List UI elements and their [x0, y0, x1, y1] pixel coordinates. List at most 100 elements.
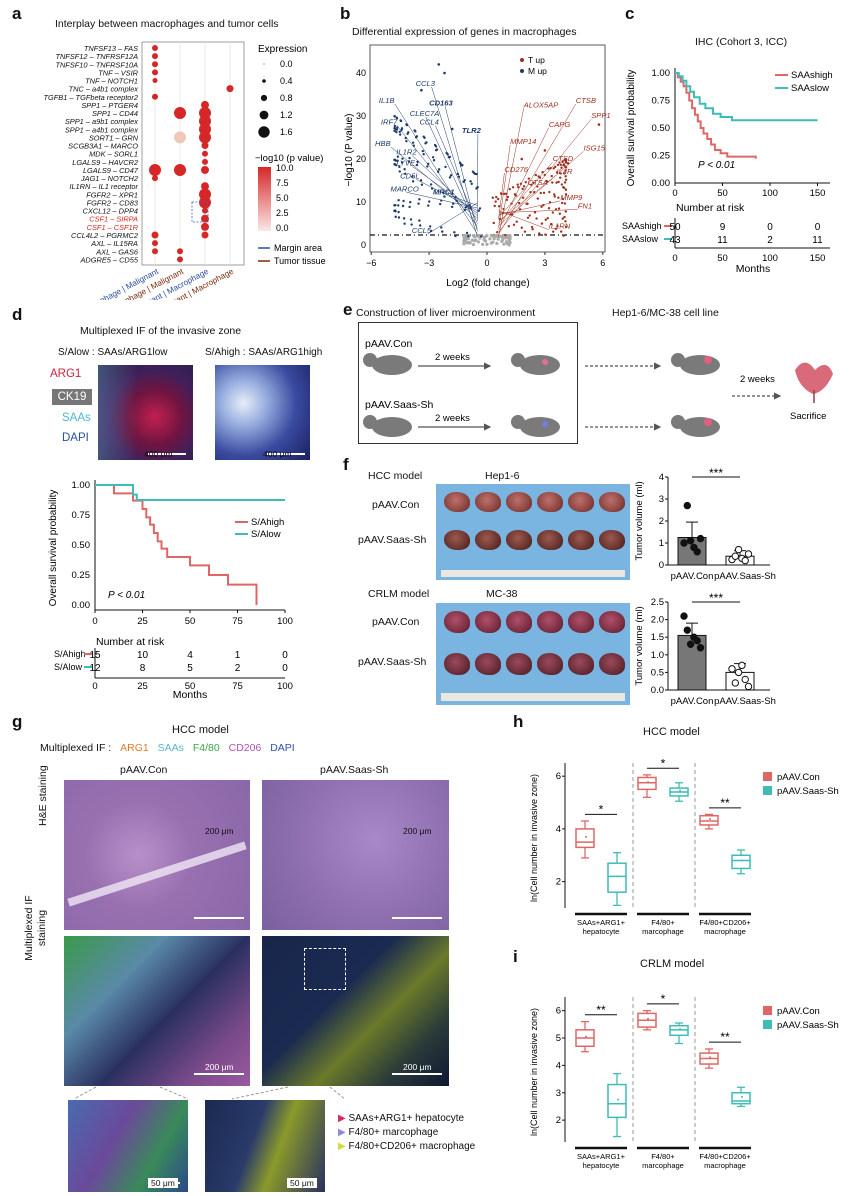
b-point-t [527, 177, 531, 180]
b-point-t [546, 216, 549, 220]
b-point-t [556, 224, 559, 228]
a-dot [152, 175, 158, 182]
f-ylabel: Tumor volume (ml) [634, 606, 645, 685]
g-legend-text: F4/80+ marcophage [348, 1127, 439, 1138]
d-risk-high: 0 [282, 650, 288, 661]
b-point-t [544, 233, 547, 236]
f-ytick: 1.0 [651, 650, 664, 661]
b-point-ns [506, 236, 510, 240]
b-point-ns [463, 233, 467, 238]
b-point-t [504, 233, 507, 237]
b-point-t [559, 176, 562, 179]
b-point-m [408, 205, 411, 209]
a-pair-label: CXCL12 – DPP4 [83, 207, 138, 216]
a-pair-label: SPP1 – CD44 [92, 109, 138, 118]
f-point [683, 626, 691, 634]
f-liver-sample [599, 611, 625, 633]
d-ylabel: Overall survival probability [48, 490, 59, 607]
a-dot [202, 150, 208, 157]
b-point-m [410, 223, 413, 226]
b-gene-label-m: HBB [375, 139, 391, 148]
b-point-t [537, 175, 540, 178]
a-dot [202, 207, 208, 214]
b-point-ns [471, 243, 475, 247]
g-scale-mif-sh: 200 μm [403, 1062, 432, 1072]
a-dot [149, 163, 161, 176]
f-liver-sample [537, 492, 563, 512]
a-legend-expr-title: Expression [258, 44, 307, 55]
b-point-t [564, 175, 567, 178]
d-left-img-label: S/Alow : SAAs/ARG1low [58, 347, 168, 358]
f-xlabel-sh: pAAV.Saas-Sh [714, 696, 776, 707]
b-gene-label-t: FN1 [578, 201, 592, 210]
i-mean [709, 1056, 711, 1059]
b-point-t [564, 225, 568, 229]
b-point-t [520, 157, 524, 161]
panel-label-c: c [625, 4, 635, 23]
b-point-m [425, 141, 428, 144]
b-point-t [517, 201, 521, 205]
d-risk-low: 8 [140, 663, 146, 674]
d-ytick: 0.75 [72, 510, 91, 521]
c-risk-high: 9 [720, 222, 726, 233]
b-point-t [493, 204, 496, 208]
panel-label-b: b [340, 4, 351, 23]
b-point-m [429, 183, 433, 186]
a-dot [152, 69, 158, 76]
b-point-ns [504, 236, 508, 240]
i-mean [741, 1095, 743, 1098]
d-risk-high: 15 [89, 650, 101, 661]
b-point-t [563, 202, 567, 205]
b-point-ns [474, 238, 478, 242]
g-he-label: H&E staining [37, 765, 49, 826]
f-crlm-model: CRLM model [368, 588, 430, 600]
panel-label-g: g [12, 712, 23, 731]
f-point [741, 675, 749, 684]
i-mean [679, 1028, 681, 1031]
b-point-ns [497, 234, 502, 238]
b-point-m [398, 130, 401, 134]
g-he-con [64, 780, 250, 930]
panel-label-a: a [12, 4, 22, 23]
b-point-m [448, 176, 452, 179]
a-pair-label: TNF – NOTCH1 [85, 77, 138, 86]
b-point-t [520, 226, 523, 229]
b-ytick: 30 [356, 111, 366, 121]
h-ytick: 6 [556, 771, 561, 782]
b-point-t [553, 193, 556, 196]
f-liver-sample [444, 530, 470, 550]
i-ytick: 4 [556, 1060, 561, 1071]
a-pair-label: TGFB1 – TGFbeta receptor2 [44, 93, 138, 102]
b-point-m [434, 145, 438, 148]
i-cat-label: marcophage [642, 1161, 684, 1170]
i-cat-label: SAAs+ARG1+ [577, 1152, 626, 1161]
b-point-t [508, 187, 511, 191]
i-mean [617, 1098, 619, 1101]
f-hcc-tumor-photo [436, 484, 630, 580]
f-ytick: 2.5 [651, 597, 664, 608]
b-point-t [497, 205, 501, 208]
f-point [680, 539, 688, 547]
g-scale-zoom-con: 50 μm [148, 1178, 178, 1188]
i-mean [647, 1017, 649, 1020]
b-point-ns [500, 239, 504, 243]
f-liver-sample [568, 492, 594, 512]
b-gene-label-t: MMP9 [560, 193, 583, 202]
b-point-t [560, 166, 563, 169]
b-point-t [561, 217, 564, 220]
b-point-m [409, 218, 413, 221]
b-point-t [562, 186, 566, 190]
b-point-t [564, 210, 567, 213]
f-hcc-sh: pAAV.Saas-Sh [358, 534, 427, 546]
b-point-t [563, 181, 567, 184]
b-point-ns [502, 242, 506, 246]
b-point-t [551, 181, 554, 184]
f-hep: Hep1-6 [485, 470, 520, 482]
panel-label-i: i [513, 947, 518, 966]
b-point-t [560, 201, 564, 205]
b-point-t [559, 163, 563, 166]
d-risk-high: 4 [187, 650, 193, 661]
a-pair-label: CCL4L2 – PGRMC2 [71, 231, 138, 240]
a-dot [201, 165, 209, 174]
e-con-label: pAAV.Con [365, 338, 412, 350]
